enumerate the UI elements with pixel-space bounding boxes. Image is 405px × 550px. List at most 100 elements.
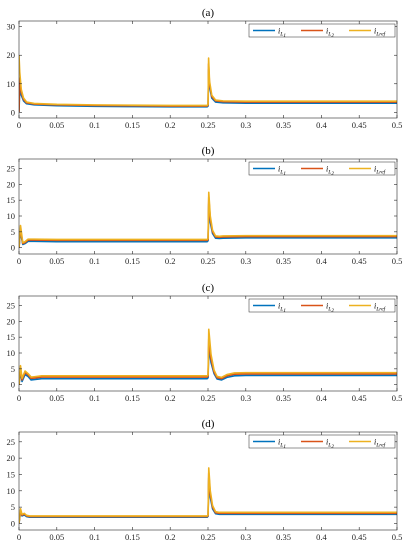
- x-tick-label: 0.45: [352, 393, 367, 403]
- y-tick-label: 15: [7, 469, 16, 479]
- y-tick-label: 5: [11, 227, 15, 237]
- x-tick-label: 0.35: [276, 393, 291, 403]
- series-group: [19, 191, 397, 248]
- series-line-i-lref: [19, 191, 397, 248]
- x-tick-label: 0.3: [240, 532, 251, 542]
- x-tick-label: 0.35: [276, 120, 291, 130]
- x-tick-label: 0.25: [201, 256, 216, 266]
- legend-label-i-lref: iLref: [374, 302, 387, 313]
- x-tick-label: 0.1: [89, 532, 100, 542]
- x-tick-label: 0.5: [392, 120, 403, 130]
- y-tick-label: 10: [7, 348, 16, 358]
- x-tick-label: 0.45: [352, 256, 367, 266]
- x-tick-label: 0.3: [240, 256, 251, 266]
- legend-label-i-l2: iL2: [326, 165, 334, 178]
- x-tick-label: 0.25: [201, 532, 216, 542]
- x-tick-label: 0.1: [89, 393, 100, 403]
- x-tick-label: 0.05: [49, 393, 64, 403]
- legend-label-i-l2: iL2: [326, 27, 334, 40]
- series-line-i-l2: [19, 337, 397, 385]
- chart-title: (a): [202, 7, 215, 19]
- y-tick-label: 30: [7, 22, 16, 32]
- series-group: [19, 328, 397, 385]
- y-tick-label: 25: [7, 437, 16, 447]
- series-line-i-l1: [19, 68, 397, 113]
- x-tick-label: 0.05: [49, 256, 64, 266]
- y-tick-label: 25: [7, 164, 16, 174]
- x-tick-label: 0.2: [165, 256, 176, 266]
- y-tick-label: 5: [11, 502, 15, 512]
- legend-label-i-l1: iL1: [278, 165, 286, 178]
- legend: iL1 iL2 iLref: [248, 161, 396, 178]
- x-tick-label: 0: [17, 393, 21, 403]
- x-tick-label: 0.3: [240, 120, 251, 130]
- chart-title: (d): [202, 418, 215, 430]
- y-tick-label: 0: [11, 107, 15, 117]
- x-tick-label: 0: [17, 120, 21, 130]
- series-group: [19, 467, 397, 524]
- y-tick-label: 0: [11, 518, 15, 528]
- x-tick-label: 0.45: [352, 120, 367, 130]
- series-line-i-l1: [19, 345, 397, 385]
- x-tick-label: 0.2: [165, 532, 176, 542]
- y-tick-label: 15: [7, 195, 16, 205]
- legend-label-i-lref: iLref: [374, 438, 387, 449]
- x-tick-label: 0.3: [240, 393, 251, 403]
- chart-title: (b): [202, 145, 215, 157]
- series-line-i-lref: [19, 328, 397, 385]
- x-tick-label: 0.4: [316, 393, 327, 403]
- chart-panel-2: (b) 0 0.05 0.1 0.15 0.2 0.25 0.3 0.35 0.4 0.45 0.5 0…: [7, 145, 403, 266]
- y-tick-label: 20: [7, 316, 16, 326]
- y-tick-label: 5: [11, 364, 15, 374]
- x-tick-label: 0.5: [392, 532, 403, 542]
- legend-label-i-lref: iLref: [374, 165, 387, 176]
- y-tick-label: 25: [7, 301, 16, 311]
- y-tick-label: 0: [11, 380, 15, 390]
- series-line-i-lref: [19, 55, 397, 107]
- y-tick-label: 10: [7, 486, 16, 496]
- x-tick-label: 0.1: [89, 256, 100, 266]
- y-tick-label: 15: [7, 332, 16, 342]
- y-tick-label: 0: [11, 243, 15, 253]
- x-tick-label: 0.4: [316, 532, 327, 542]
- x-tick-label: 0.05: [49, 532, 64, 542]
- x-tick-label: 0.15: [125, 120, 140, 130]
- x-tick-label: 0.5: [392, 393, 403, 403]
- x-tick-label: 0.4: [316, 120, 327, 130]
- legend: iL1 iL2 iLref: [248, 23, 396, 40]
- legend-label-i-l1: iL1: [278, 27, 286, 40]
- legend: iL1 iL2 iLref: [248, 298, 396, 315]
- x-tick-label: 0.15: [125, 393, 140, 403]
- x-tick-label: 0.45: [352, 532, 367, 542]
- x-tick-label: 0.1: [89, 120, 100, 130]
- x-tick-label: 0.15: [125, 256, 140, 266]
- x-tick-label: 0.2: [165, 393, 176, 403]
- x-tick-label: 0: [17, 532, 21, 542]
- series-group: [19, 55, 397, 113]
- x-tick-label: 0.4: [316, 256, 327, 266]
- x-tick-label: 0.25: [201, 393, 216, 403]
- x-tick-label: 0.35: [276, 532, 291, 542]
- y-tick-label: 20: [7, 50, 16, 60]
- x-tick-label: 0.2: [165, 120, 176, 130]
- legend-label-i-l1: iL1: [278, 302, 286, 315]
- chart-panel-4: (d) 0 0.05 0.1 0.15 0.2 0.25 0.3 0.35 0.4 0.45 0.5 0…: [7, 418, 403, 542]
- chart-title: (c): [202, 282, 215, 294]
- x-tick-label: 0.05: [49, 120, 64, 130]
- y-tick-label: 10: [7, 79, 16, 89]
- legend-label-i-l2: iL2: [326, 302, 334, 315]
- y-tick-label: 20: [7, 179, 16, 189]
- x-tick-label: 0: [17, 256, 21, 266]
- legend-label-i-l1: iL1: [278, 438, 286, 451]
- chart-panel-1: (a) 0 0.05 0.1 0.15 0.2 0.25 0.3 0.35 0.4 0.45 0.5 0…: [7, 7, 403, 130]
- y-tick-label: 20: [7, 453, 16, 463]
- chart-panel-3: (c) 0 0.05 0.1 0.15 0.2 0.25 0.3 0.35 0.4 0.45 0.5 0…: [7, 282, 403, 403]
- series-line-i-lref: [19, 467, 397, 524]
- x-tick-label: 0.25: [201, 120, 216, 130]
- x-tick-label: 0.5: [392, 256, 403, 266]
- legend-label-i-lref: iLref: [374, 27, 387, 38]
- x-tick-label: 0.15: [125, 532, 140, 542]
- legend-label-i-l2: iL2: [326, 438, 334, 451]
- y-tick-label: 10: [7, 211, 16, 221]
